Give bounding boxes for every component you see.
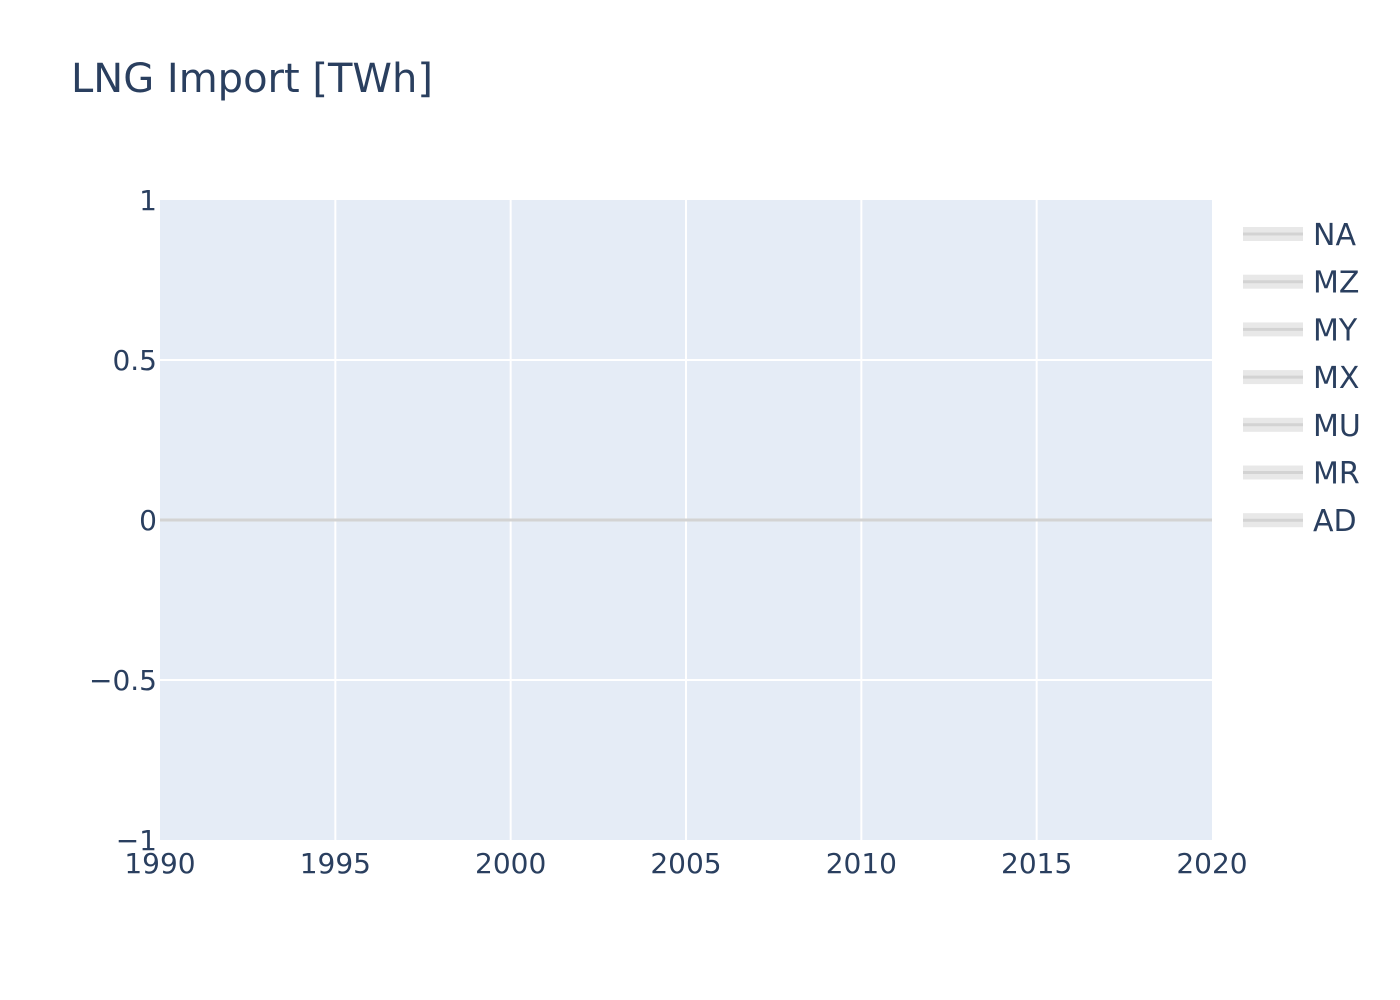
- legend-item-my[interactable]: MY: [1243, 313, 1358, 348]
- x-tick-label: 2010: [826, 847, 897, 880]
- y-tick-label: 0.5: [112, 344, 157, 377]
- chart-title: LNG Import [TWh]: [71, 56, 433, 102]
- x-tick-label: 2005: [650, 847, 721, 880]
- legend[interactable]: NA MZ MY MX MU MR AD: [1243, 218, 1361, 539]
- x-tick-label: 2020: [1176, 847, 1247, 880]
- x-tick-label: 2015: [1001, 847, 1072, 880]
- y-axis-ticks: 1 0.5 0 −0.5 −1: [89, 184, 157, 857]
- x-tick-label: 1990: [124, 847, 195, 880]
- y-tick-label: −0.5: [89, 664, 157, 697]
- legend-label: AD: [1313, 504, 1357, 539]
- legend-item-mu[interactable]: MU: [1243, 409, 1361, 444]
- y-tick-label: 1: [139, 184, 157, 217]
- legend-label: NA: [1313, 218, 1356, 253]
- legend-label: MY: [1313, 313, 1358, 348]
- legend-item-mz[interactable]: MZ: [1243, 266, 1359, 301]
- legend-item-mr[interactable]: MR: [1243, 457, 1360, 492]
- legend-item-ad[interactable]: AD: [1243, 504, 1357, 539]
- x-tick-label: 2000: [475, 847, 546, 880]
- x-tick-label: 1995: [300, 847, 371, 880]
- legend-label: MZ: [1313, 266, 1359, 301]
- y-tick-label: 0: [139, 504, 157, 537]
- y-tick-label: −1: [116, 824, 157, 857]
- x-axis-ticks: 1990 1995 2000 2005 2010 2015 2020: [124, 847, 1247, 880]
- legend-label: MU: [1313, 409, 1361, 444]
- legend-label: MR: [1313, 457, 1360, 492]
- legend-item-na[interactable]: NA: [1243, 218, 1356, 253]
- legend-item-mx[interactable]: MX: [1243, 361, 1359, 396]
- legend-label: MX: [1313, 361, 1359, 396]
